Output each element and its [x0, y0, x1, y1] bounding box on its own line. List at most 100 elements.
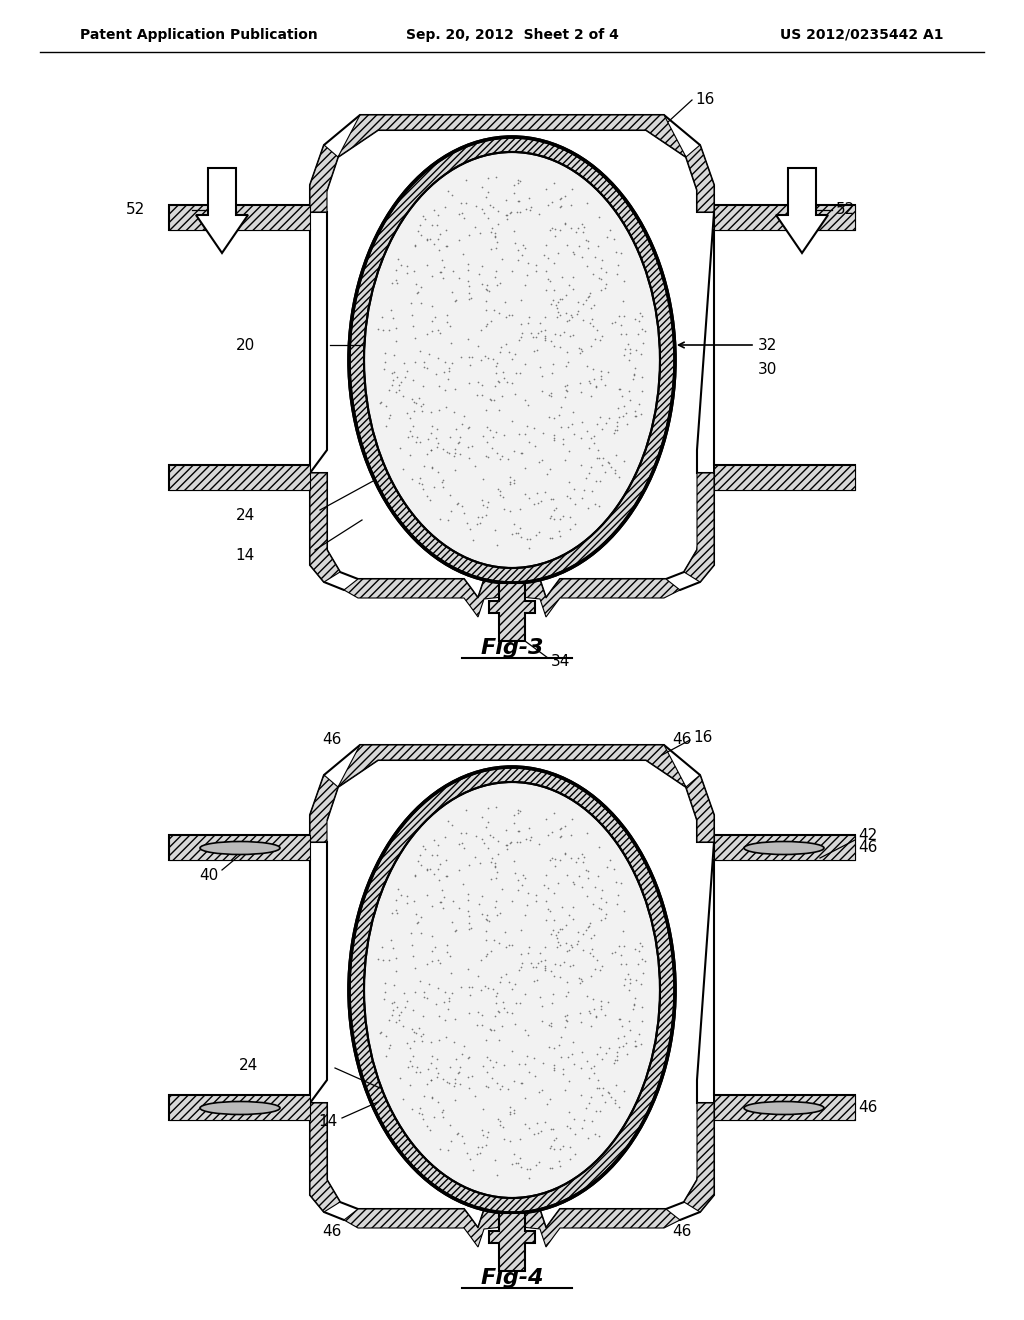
Point	[601, 1038, 617, 1059]
Point	[552, 337, 568, 358]
Point	[478, 1135, 495, 1156]
Point	[414, 224, 430, 246]
Point	[557, 284, 573, 305]
Point	[530, 322, 547, 343]
Point	[598, 261, 614, 282]
Point	[429, 950, 445, 972]
Point	[422, 858, 438, 879]
Point	[538, 261, 554, 282]
Point	[510, 523, 526, 544]
Point	[597, 375, 613, 396]
Point	[481, 824, 498, 845]
Point	[443, 962, 460, 983]
Point	[398, 360, 415, 381]
Point	[543, 1118, 559, 1139]
Point	[510, 1152, 526, 1173]
Point	[609, 412, 626, 433]
Point	[460, 260, 476, 281]
Point	[580, 1127, 596, 1148]
Point	[480, 446, 497, 467]
Point	[510, 803, 526, 824]
Point	[569, 847, 586, 869]
Point	[542, 1138, 558, 1159]
Point	[504, 524, 520, 545]
Point	[513, 326, 529, 347]
Point	[422, 1032, 438, 1053]
Point	[531, 203, 548, 224]
Point	[594, 1048, 610, 1069]
Point	[511, 960, 527, 981]
Point	[607, 1074, 624, 1096]
Point	[593, 249, 609, 271]
Point	[424, 458, 440, 479]
Point	[530, 952, 547, 973]
Point	[635, 962, 651, 983]
Point	[634, 381, 650, 403]
Point	[565, 896, 582, 917]
Point	[468, 1015, 484, 1036]
Point	[558, 235, 574, 256]
Point	[546, 335, 562, 356]
Point	[590, 1069, 606, 1090]
Point	[593, 268, 609, 289]
Point	[520, 432, 537, 453]
Point	[487, 986, 504, 1007]
Point	[549, 297, 565, 318]
Point	[601, 408, 617, 429]
Point	[419, 884, 435, 906]
Point	[402, 1051, 419, 1072]
Polygon shape	[169, 205, 310, 230]
Point	[509, 832, 525, 853]
Point	[622, 979, 638, 1001]
Point	[571, 968, 588, 989]
Point	[583, 313, 599, 334]
Point	[550, 873, 566, 894]
Point	[506, 1143, 522, 1164]
Point	[513, 956, 529, 977]
Point	[401, 1038, 418, 1059]
Point	[615, 450, 632, 471]
Point	[390, 879, 407, 900]
Point	[480, 207, 497, 228]
Point	[492, 272, 508, 293]
Polygon shape	[489, 1213, 535, 1271]
Point	[489, 352, 506, 374]
Point	[459, 1143, 475, 1164]
Point	[441, 484, 458, 506]
Point	[424, 941, 440, 962]
Point	[419, 858, 435, 879]
Point	[608, 894, 625, 915]
Point	[446, 438, 463, 459]
Point	[510, 820, 526, 841]
Point	[449, 920, 465, 941]
Point	[564, 1044, 581, 1065]
Point	[513, 527, 529, 548]
Point	[382, 1035, 398, 1056]
Point	[512, 993, 528, 1014]
Point	[626, 993, 642, 1014]
Point	[494, 1015, 510, 1036]
Point	[446, 1031, 463, 1052]
Point	[489, 904, 506, 925]
Point	[458, 822, 474, 843]
Point	[519, 894, 536, 915]
Point	[581, 285, 597, 306]
Point	[611, 1096, 628, 1117]
Point	[543, 961, 559, 982]
Point	[439, 935, 456, 956]
Point	[419, 358, 435, 379]
Point	[557, 1016, 573, 1038]
Point	[548, 1127, 564, 1148]
Point	[626, 994, 642, 1015]
Point	[499, 1002, 515, 1023]
Point	[444, 891, 461, 912]
Point	[388, 899, 404, 920]
Point	[561, 1102, 578, 1123]
Point	[489, 982, 506, 1003]
Point	[546, 424, 562, 445]
Point	[634, 318, 650, 339]
Point	[492, 480, 508, 502]
Point	[496, 425, 512, 446]
Point	[537, 1111, 553, 1133]
Point	[461, 372, 477, 393]
